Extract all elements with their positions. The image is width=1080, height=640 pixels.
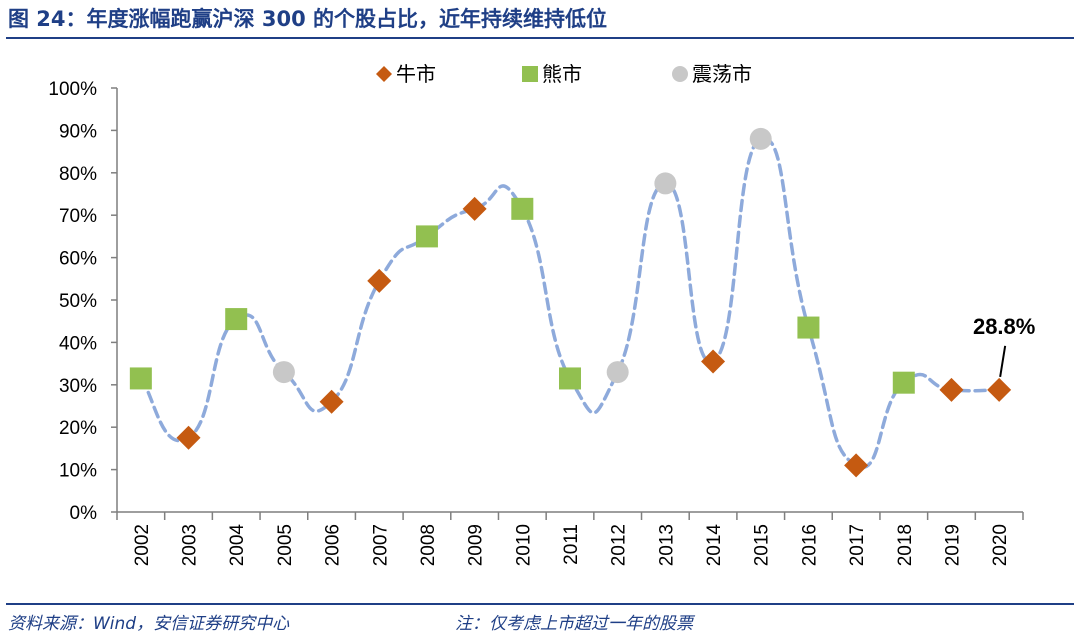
legend-marker-bull <box>376 66 392 82</box>
y-tick-label: 0% <box>70 503 98 524</box>
y-tick-label: 40% <box>59 333 97 354</box>
x-tick-label: 2012 <box>609 524 630 566</box>
x-tick-label: 2005 <box>275 524 296 566</box>
legend-label-bull: 牛市 <box>396 62 436 86</box>
annotation-label: 28.8% <box>973 314 1035 339</box>
data-point-2013 <box>654 172 677 195</box>
y-tick-label: 80% <box>59 164 97 185</box>
chart-series <box>129 127 1012 478</box>
x-tick-label: 2010 <box>513 524 534 566</box>
x-tick-label: 2006 <box>323 524 344 566</box>
x-tick-label: 2015 <box>752 524 773 566</box>
data-point-2010 <box>511 197 534 220</box>
data-point-2017 <box>844 453 869 478</box>
x-tick-label: 2020 <box>990 524 1011 566</box>
y-tick-label: 20% <box>59 418 97 439</box>
data-point-2002 <box>129 367 152 390</box>
data-point-2016 <box>797 316 820 339</box>
x-tick-label: 2019 <box>942 524 963 566</box>
x-tick-label: 2017 <box>847 524 868 566</box>
y-tick-label: 30% <box>59 376 97 397</box>
x-tick-label: 2002 <box>132 524 153 566</box>
data-point-2006 <box>319 389 344 414</box>
data-point-2019 <box>939 377 964 402</box>
y-tick-label: 10% <box>59 461 97 482</box>
data-point-2009 <box>462 196 487 221</box>
data-point-2004 <box>225 308 248 331</box>
x-tick-label: 2008 <box>418 524 439 566</box>
data-point-2007 <box>367 268 392 293</box>
data-point-2014 <box>701 349 726 374</box>
data-point-2011 <box>559 367 581 390</box>
legend-label-range: 震荡市 <box>692 62 752 86</box>
x-tick-label: 2014 <box>704 524 725 567</box>
data-point-2008 <box>415 225 438 248</box>
x-tick-label: 2004 <box>227 524 248 567</box>
source-note: 资料来源：Wind，安信证券研究中心 <box>8 614 290 634</box>
annotation-leader <box>999 345 1007 378</box>
x-tick-label: 2016 <box>799 524 820 566</box>
legend-label-bear: 熊市 <box>542 62 582 86</box>
footer-divider <box>6 603 1074 605</box>
x-tick-label: 2018 <box>895 524 916 566</box>
data-point-2020 <box>987 377 1012 402</box>
chart-axes: 0% 10% 20% 30% 40% 50% 60% 70% 80% 90% 100% 2002 200… <box>48 79 1024 567</box>
data-point-2015 <box>749 127 772 150</box>
legend-marker-range <box>672 66 688 82</box>
data-point-2003 <box>176 425 201 450</box>
chart-annotation: 28.8% <box>973 314 1035 378</box>
y-tick-label: 60% <box>59 249 97 270</box>
y-tick-label: 90% <box>59 121 97 142</box>
y-tick-label: 100% <box>48 79 97 100</box>
legend-marker-bear <box>522 66 538 82</box>
y-tick-label: 50% <box>59 291 97 312</box>
data-point-2012 <box>606 361 629 384</box>
chart-title: 图 24：年度涨幅跑赢沪深 300 的个股占比，近年持续维持低位 <box>8 7 607 31</box>
x-tick-label: 2011 <box>561 524 582 565</box>
x-tick-label: 2007 <box>370 524 391 566</box>
title-divider <box>6 37 1074 39</box>
data-point-2018 <box>892 371 915 394</box>
y-tick-label: 70% <box>59 206 97 227</box>
x-tick-label: 2003 <box>180 524 201 566</box>
line-chart: 0% 10% 20% 30% 40% 50% 60% 70% 80% 90% 100% 2002 200… <box>48 62 1035 567</box>
series-line <box>139 136 1001 470</box>
footnote: 注：仅考虑上市超过一年的股票 <box>455 614 693 634</box>
data-point-2005 <box>272 361 295 384</box>
x-tick-label: 2009 <box>466 524 487 566</box>
chart-legend: 牛市 熊市 震荡市 <box>376 62 752 86</box>
x-tick-label: 2013 <box>656 524 677 566</box>
